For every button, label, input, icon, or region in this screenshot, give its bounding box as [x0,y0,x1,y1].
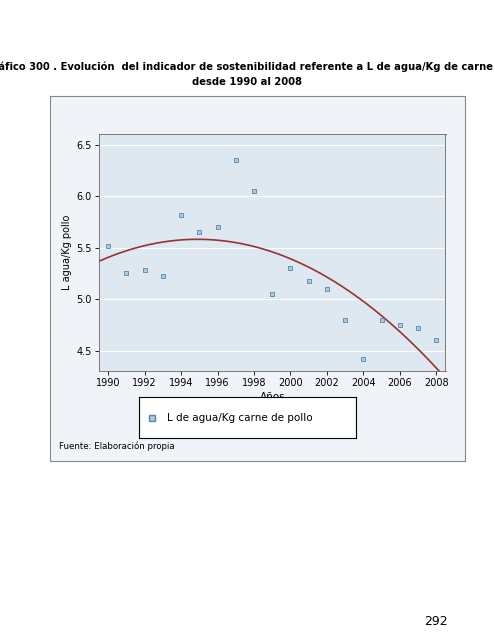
Point [287,263,295,273]
Point [213,222,221,232]
Y-axis label: L agua/Kg pollo: L agua/Kg pollo [62,215,72,291]
Point [141,265,148,275]
Text: Gráfico 300 . Evolución  del indicador de sostenibilidad referente a L de agua/K: Gráfico 300 . Evolución del indicador de… [0,62,495,72]
Point [159,271,167,282]
Point [250,186,258,196]
Text: L de agua/Kg carne de pollo: L de agua/Kg carne de pollo [167,413,312,422]
X-axis label: Años: Años [259,392,285,403]
Point [414,323,422,333]
Point [268,289,276,299]
Point [104,241,112,251]
Point [433,335,441,346]
Point [359,354,367,364]
Point [196,227,203,237]
Point [122,268,130,278]
Text: desde 1990 al 2008: desde 1990 al 2008 [193,77,302,87]
Point [305,275,313,285]
Point [378,315,386,325]
Text: Fuente: Elaboración propia: Fuente: Elaboración propia [59,442,175,451]
Point [177,209,185,220]
Point [232,155,240,165]
Point [323,284,331,294]
Point [396,320,404,330]
Point [341,315,349,325]
Text: 292: 292 [424,616,447,628]
